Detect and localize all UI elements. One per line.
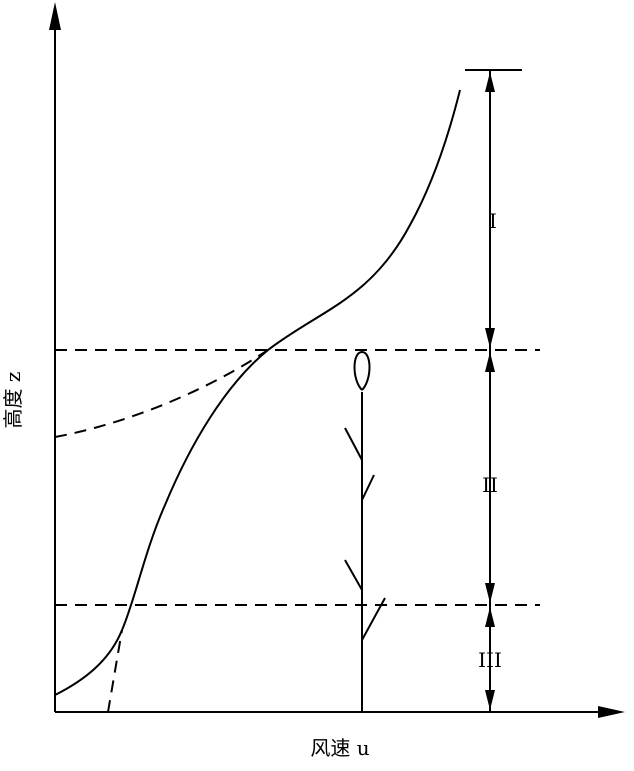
wind-profile [54, 89, 461, 696]
layer-label: II [482, 473, 498, 497]
x-axis-label: 风速 u [310, 736, 369, 760]
vegetation [344, 350, 386, 712]
y-axis-label: 高度 z [1, 372, 25, 429]
upper-extrapolation [54, 349, 269, 438]
layer-label: I [489, 209, 497, 233]
layer-arrows [485, 72, 495, 710]
y-arrow [49, 2, 61, 30]
layer-label: III [478, 648, 502, 672]
x-arrow [598, 706, 625, 718]
lower-extrapolation [107, 629, 123, 713]
